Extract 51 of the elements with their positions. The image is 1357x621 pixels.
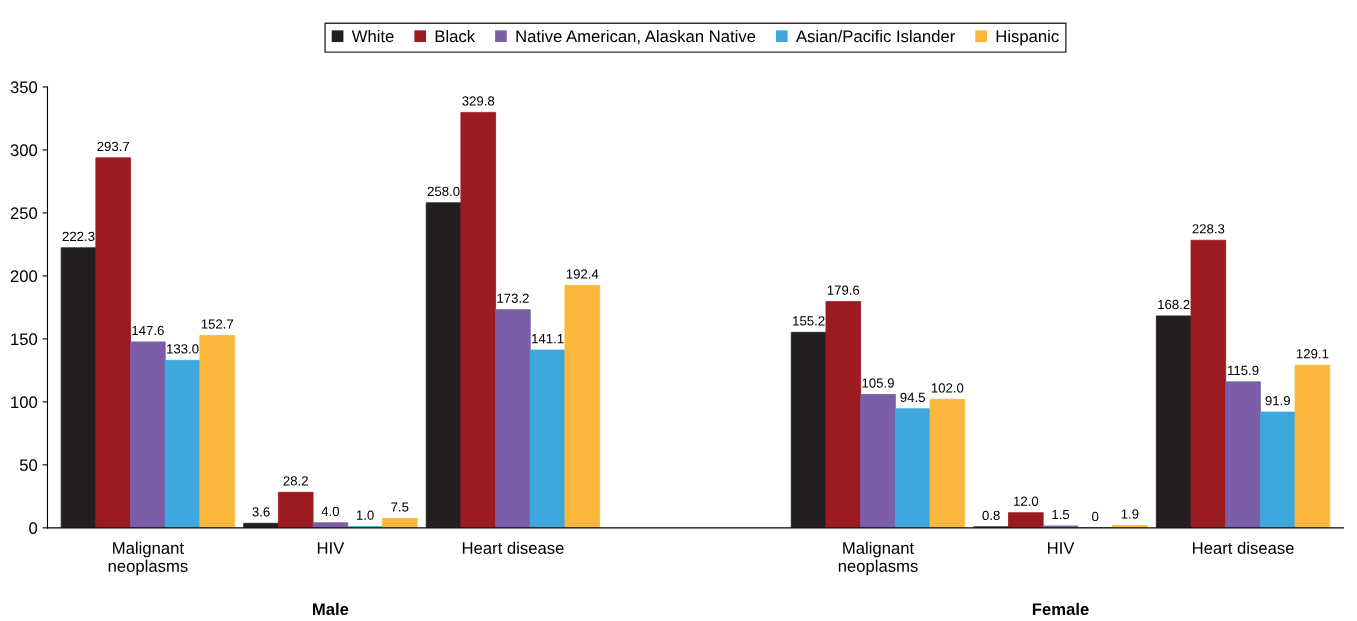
data-label: 228.3 [1192,224,1225,234]
data-label: 12.0 [1014,496,1039,506]
x-tick-label: HIV [1047,542,1075,554]
data-label: 173.2 [497,293,529,303]
data-label: 4.0 [321,506,340,517]
legend-label: Black [435,29,476,43]
y-tick-label: 300 [10,144,38,157]
x-tick-label: HIV [317,542,345,554]
data-label: 0 [1092,511,1099,522]
data-label: 1.9 [1121,509,1139,519]
data-label: 94.5 [900,392,925,403]
x-tick-label: Heart disease [1193,541,1294,554]
data-label: 329.8 [462,96,495,106]
data-label: 222.3 [62,231,95,242]
data-label: 133.0 [167,344,199,354]
data-label: 28.2 [283,476,308,486]
data-label: 1.5 [1052,509,1070,520]
data-label: 1.0 [356,510,374,520]
legend-label: White [351,29,394,43]
data-label: 102.0 [931,383,964,393]
data-label: 152.7 [201,319,234,329]
data-label: 155.2 [793,316,825,326]
y-tick-label: 100 [11,396,38,409]
legend-label: Hispanic [996,29,1059,46]
data-label: 129.1 [1296,349,1329,359]
data-label: 147.6 [132,325,164,336]
data-label: 7.5 [391,502,409,512]
y-tick-label: 50 [19,459,38,472]
data-label: 141.1 [532,334,564,344]
x-tick-label: Malignant neoplasms [108,541,188,576]
data-label: 293.7 [97,141,130,152]
data-label: 192.4 [566,269,599,279]
data-label: 3.6 [252,507,270,517]
data-label: 105.9 [862,378,894,388]
text: Female [1032,602,1089,616]
legend-label: Asian/Pacific Islander [795,29,955,43]
y-tick-label: 250 [10,207,38,220]
y-tick-label: 200 [10,270,38,283]
data-label: 258.0 [427,186,460,197]
data-label: 179.6 [827,285,860,295]
text: Male [313,602,349,616]
x-tick-label: Malignant neoplasms [838,541,918,576]
y-tick-label: 350 [10,81,38,94]
data-label: 91.9 [1265,395,1290,406]
data-label: 0.8 [982,510,1000,521]
y-tick-label: 150 [11,333,38,346]
y-tick-label: 0 [29,522,38,535]
legend-label: Native American, Alaskan Native [516,29,756,45]
data-label: 115.9 [1228,365,1259,376]
data-label: 168.2 [1158,299,1190,310]
x-tick-label: Heart disease [462,541,564,554]
